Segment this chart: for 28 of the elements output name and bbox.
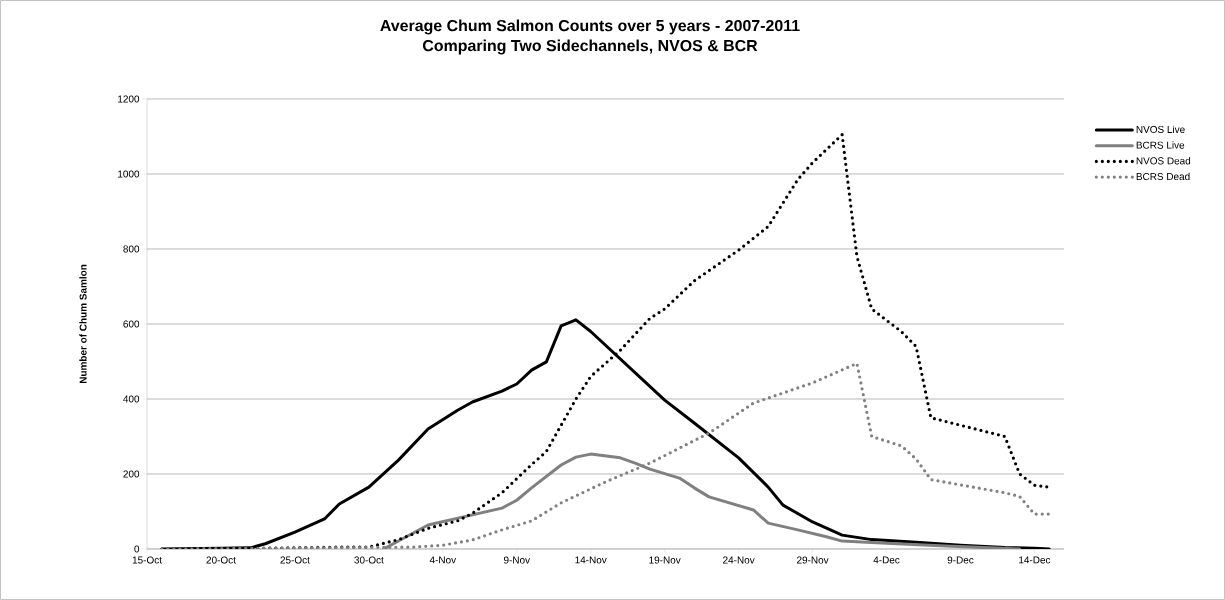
line-series (160, 361, 1051, 549)
y-tick-label: 0 (134, 545, 140, 553)
x-tick-label: 9-Nov (503, 556, 531, 564)
chart-title: Average Chum Salmon Counts over 5 years - 2007-2011 (380, 19, 800, 35)
x-tick-label: 29-Nov (797, 556, 829, 564)
x-tick-label: 24-Nov (723, 556, 755, 564)
y-tick-label: 1200 (118, 95, 140, 103)
legend-label: BCRS Dead (1136, 172, 1190, 181)
x-tick-label: 4-Dec (873, 556, 900, 564)
legend-label: BCRS Live (1136, 141, 1185, 149)
y-axis-title: Number of Chum Samlon (79, 264, 87, 384)
y-tick-label: 600 (123, 320, 140, 328)
x-tick-label: 14-Nov (575, 556, 607, 564)
legend-label: NVOS Dead (1136, 157, 1191, 165)
y-tick-label: 200 (123, 470, 140, 478)
legend-label: NVOS Live (1136, 125, 1185, 133)
y-tick-label: 1000 (118, 170, 140, 178)
y-tick-label: 400 (123, 395, 140, 403)
x-tick-label: 20-Oct (206, 556, 236, 564)
x-tick-label: 25-Oct (280, 556, 310, 564)
x-tick-label: 9-Dec (947, 556, 974, 564)
x-tick-label: 30-Oct (354, 556, 384, 564)
x-tick-label: 4-Nov (429, 556, 457, 564)
x-tick-label: 19-Nov (649, 556, 681, 564)
x-tick-label: 15-Oct (132, 556, 162, 564)
x-tick-label: 14-Dec (1019, 556, 1051, 564)
y-tick-label: 800 (123, 245, 140, 253)
chart-subtitle: Comparing Two Sidechannels, NVOS & BCR (422, 39, 758, 55)
